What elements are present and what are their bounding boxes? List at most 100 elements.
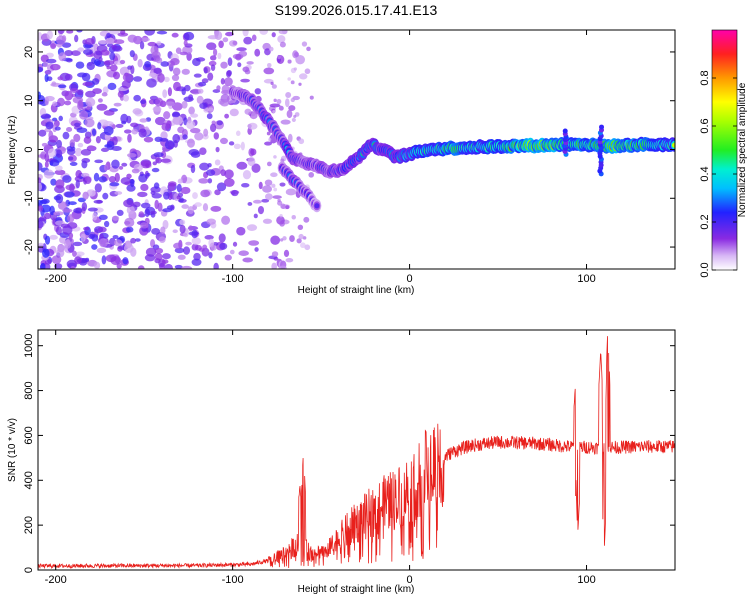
- noise-blob: [174, 247, 185, 254]
- noise-blob: [67, 201, 77, 206]
- noise-blob: [293, 114, 297, 119]
- noise-blob: [254, 88, 262, 95]
- noise-blob: [109, 64, 118, 72]
- snr-frame: [37, 329, 676, 571]
- noise-blob: [206, 218, 216, 225]
- noise-blob: [38, 220, 44, 229]
- noise-blob: [181, 265, 193, 269]
- x-tick-label: 0: [407, 574, 413, 586]
- noise-blob: [44, 152, 50, 162]
- noise-blob: [173, 242, 183, 249]
- noise-blob: [77, 47, 85, 52]
- noise-blob: [177, 178, 183, 184]
- noise-blob: [222, 37, 229, 43]
- noise-blob: [101, 255, 107, 265]
- noise-blob: [235, 54, 242, 61]
- noise-blob: [208, 60, 217, 66]
- noise-blob: [162, 219, 169, 230]
- noise-blob: [102, 192, 109, 200]
- noise-blob: [200, 189, 211, 198]
- noise-blob: [306, 46, 311, 52]
- noise-blob: [83, 136, 92, 144]
- noise-blob: [130, 65, 135, 75]
- noise-blob: [188, 94, 194, 101]
- noise-blob: [309, 95, 314, 100]
- noise-blob: [44, 235, 51, 245]
- noise-blob: [204, 235, 214, 240]
- noise-blob: [62, 131, 70, 140]
- y-tick-label: 0: [23, 146, 35, 152]
- noise-blob: [266, 131, 271, 136]
- noise-blob: [247, 122, 258, 130]
- noise-blob: [189, 127, 201, 134]
- noise-blob: [294, 52, 300, 58]
- noise-blob: [290, 97, 295, 103]
- noise-blob: [224, 254, 232, 261]
- noise-blob: [279, 221, 285, 227]
- noise-blob: [175, 47, 182, 54]
- noise-blob: [207, 162, 212, 168]
- noise-blob: [54, 169, 66, 176]
- noise-blob: [138, 211, 145, 218]
- noise-blob: [49, 159, 60, 167]
- figure-title: S199.2026.015.17.41.E13: [275, 2, 438, 18]
- noise-blob: [271, 262, 277, 269]
- noise-blob: [94, 183, 102, 193]
- colorbar-ticks: 0.0 0.2 0.4 0.6 0.8: [699, 70, 737, 278]
- noise-blob: [206, 169, 216, 177]
- noise-blob: [267, 161, 272, 167]
- noise-blob: [285, 258, 294, 263]
- noise-blob: [153, 182, 160, 189]
- noise-blob: [164, 263, 173, 269]
- noise-blob: [161, 122, 170, 131]
- noise-blob: [202, 203, 209, 212]
- noise-blob: [287, 133, 293, 143]
- noise-blob: [111, 159, 120, 169]
- noise-blob: [165, 101, 175, 107]
- noise-blob: [87, 207, 98, 212]
- noise-blob: [111, 146, 122, 151]
- noise-blob: [160, 158, 171, 163]
- noise-blob: [76, 127, 88, 133]
- noise-blob: [140, 99, 147, 104]
- noise-blob: [69, 161, 78, 166]
- snr-series-line: [38, 336, 675, 570]
- noise-blob: [273, 98, 277, 103]
- noise-blob: [199, 147, 207, 156]
- noise-blob: [113, 39, 125, 45]
- noise-blob: [127, 34, 137, 43]
- noise-blob: [38, 161, 43, 171]
- noise-blob: [140, 160, 152, 169]
- noise-blob: [268, 46, 274, 52]
- noise-blob: [283, 249, 290, 258]
- noise-blob: [271, 84, 277, 89]
- noise-blob: [278, 265, 287, 269]
- noise-blob: [214, 31, 223, 41]
- noise-blob: [54, 126, 61, 131]
- noise-blob: [213, 262, 219, 269]
- noise-blob: [198, 247, 205, 252]
- noise-blob: [148, 72, 157, 78]
- noise-blob: [91, 244, 98, 250]
- noise-blob: [66, 145, 76, 152]
- noise-blob: [133, 94, 141, 102]
- noise-blob: [186, 52, 192, 61]
- vertical-spike-blob: [599, 124, 605, 130]
- noise-blob: [97, 122, 102, 130]
- noise-blob: [301, 41, 308, 47]
- noise-blob: [38, 205, 44, 212]
- noise-blob: [65, 58, 73, 63]
- noise-blob: [279, 238, 284, 242]
- noise-blob: [101, 92, 108, 97]
- noise-blob: [123, 243, 134, 253]
- noise-blob: [69, 139, 76, 148]
- noise-blob: [140, 222, 149, 229]
- noise-blob: [52, 64, 58, 70]
- noise-blob: [207, 72, 214, 81]
- noise-blob: [264, 179, 273, 186]
- noise-blob: [137, 191, 148, 198]
- noise-blob: [134, 238, 141, 242]
- noise-blob: [257, 205, 265, 215]
- y-tick-label: 600: [23, 426, 35, 444]
- noise-blob: [199, 102, 208, 109]
